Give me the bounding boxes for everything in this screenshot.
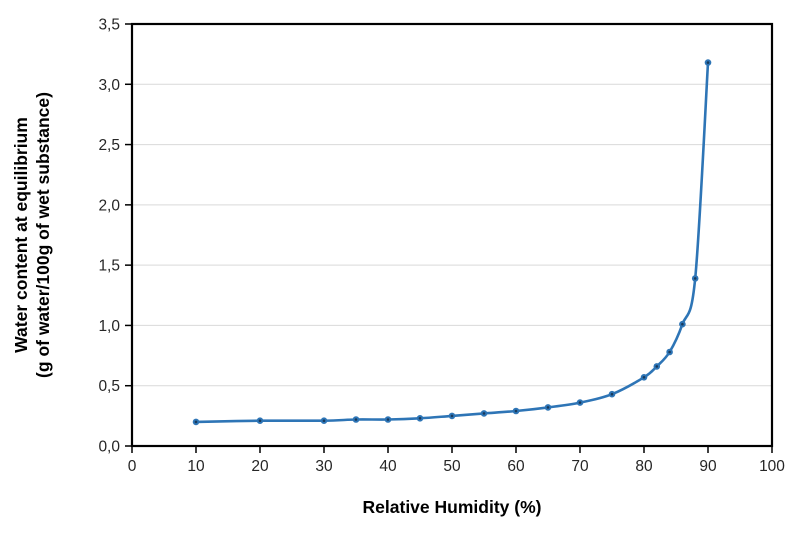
data-point-marker-center [655,365,659,368]
data-point-marker-center [693,277,697,280]
data-point-marker-center [322,419,326,423]
data-point-marker-center [482,412,486,415]
y-axis-title-line1: Water content at equilibrium [11,117,31,353]
y-tick-label: 3,5 [98,17,120,34]
data-point-marker-center [354,418,358,421]
plot-border [130,22,774,448]
x-tick-label: 40 [379,458,397,475]
data-point-marker-center [681,322,684,326]
x-tick-label: 10 [187,458,205,475]
data-point-marker-center [194,420,198,424]
data-point-marker-center [258,419,262,423]
gridlines-layer [133,83,771,387]
x-tick-label: 80 [635,458,653,475]
y-tick-label: 2,0 [98,197,120,214]
y-tick-label: 1,5 [98,258,120,275]
data-point-marker-center [610,392,614,396]
data-point-marker-center [514,409,518,413]
x-tick-label: 60 [507,458,525,475]
data-point-marker-center [546,406,550,409]
y-tick-label: 0,0 [98,439,120,456]
x-tick-label: 0 [128,458,137,475]
y-tick-label: 1,0 [98,318,120,335]
axis-ticks-layer [125,23,773,453]
data-point-marker-center [642,376,646,379]
y-axis-title-line2: (g of water/100g of wet substance) [33,92,53,378]
x-tick-label: 20 [251,458,269,475]
x-tick-label: 50 [443,458,461,475]
data-point-marker-center [706,61,710,64]
x-tick-label: 100 [759,458,785,475]
data-point-marker-center [578,401,582,404]
data-point-marker-center [386,418,390,421]
x-tick-label: 70 [571,458,589,475]
y-tick-label: 2,5 [98,137,120,154]
plot-frame-layer [130,22,774,448]
tick-labels-layer: 0 10 20 30 40 50 60 70 80 90 100 0,0 0,5 1,0 1,5 2,0 2,5… [98,17,785,476]
data-series-layer [192,59,712,426]
x-tick-label: 30 [315,458,333,475]
data-series-line [194,61,710,424]
data-point-marker-center [668,350,671,354]
data-point-marker-center [418,417,422,420]
y-tick-label: 3,0 [98,77,120,94]
x-axis-title: Relative Humidity (%) [363,497,542,517]
x-tick-label: 90 [699,458,717,475]
data-point-marker-center [450,414,454,418]
y-tick-label: 0,5 [98,378,120,395]
